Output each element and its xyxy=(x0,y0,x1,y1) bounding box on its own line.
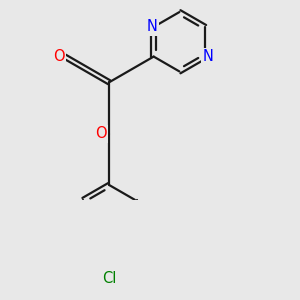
Text: N: N xyxy=(202,49,213,64)
Text: N: N xyxy=(146,20,157,34)
Text: O: O xyxy=(95,126,107,141)
Text: O: O xyxy=(53,49,65,64)
Text: Cl: Cl xyxy=(102,271,116,286)
